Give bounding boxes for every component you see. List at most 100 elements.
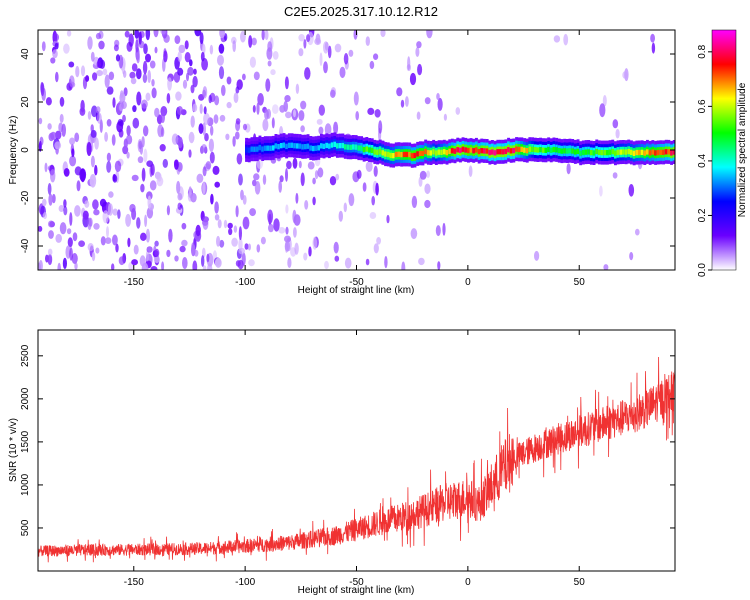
heatmap-noise-cell — [318, 126, 324, 135]
heatmap-noise-cell — [344, 257, 352, 269]
heatmap-noise-cell — [424, 199, 431, 209]
heatmap-noise-cell — [190, 115, 195, 128]
heatmap-ridge-cell — [477, 148, 481, 155]
heatmap-noise-cell — [615, 128, 620, 139]
heatmap-noise-cell — [333, 121, 339, 135]
heatmap-noise-cell — [216, 235, 221, 247]
colorbar-tick-label: 0.6 — [697, 99, 708, 113]
heatmap-noise-cell — [145, 30, 151, 41]
heatmap-noise-cell — [191, 244, 196, 257]
heatmap-noise-cell — [143, 43, 148, 55]
heatmap-noise-cell — [240, 31, 246, 43]
heatmap-ridge-cell — [432, 149, 436, 155]
heatmap-noise-cell — [219, 114, 226, 122]
heatmap-noise-cell — [226, 76, 232, 85]
heatmap-noise-cell — [284, 95, 291, 102]
heatmap-noise-cell — [97, 112, 102, 124]
heatmap-ridge-cell — [488, 149, 492, 156]
heatmap-ridge-cell — [384, 151, 387, 157]
heatmap-noise-cell — [174, 255, 179, 262]
heatmap-noise-cell — [314, 170, 319, 180]
heatmap-noise-cell — [303, 252, 308, 261]
heatmap-noise-cell — [612, 119, 619, 129]
heatmap-ridge-cell — [376, 149, 379, 155]
heatmap-ridge-cell — [266, 145, 270, 151]
heatmap-noise-cell — [112, 174, 118, 183]
heatmap-noise-cell — [285, 204, 289, 214]
heatmap-noise-cell — [293, 214, 301, 226]
heatmap-ridge-cell — [437, 149, 441, 155]
heatmap-noise-cell — [317, 167, 324, 178]
heatmap-ridge-cell — [656, 149, 660, 156]
heatmap-noise-cell — [285, 168, 288, 182]
heatmap-ridge-cell — [408, 151, 412, 158]
heatmap-noise-cell — [418, 257, 425, 266]
heatmap-noise-cell — [91, 251, 96, 262]
heatmap-ridge-cell — [344, 144, 347, 150]
heatmap-ridge-cell — [330, 142, 334, 148]
heatmap-ridge-cell — [499, 149, 502, 155]
heatmap-ridge-cell — [614, 150, 617, 156]
snr-x-tick-label: 50 — [574, 577, 586, 588]
heatmap-noise-cell — [437, 261, 441, 270]
heatmap-noise-cell — [179, 245, 186, 253]
heatmap-noise-cell — [217, 219, 222, 229]
heatmap-noise-cell — [85, 75, 90, 82]
heatmap-ridge-cell — [328, 143, 331, 149]
heatmap-ridge-cell — [509, 148, 513, 154]
heatmap-noise-cell — [293, 227, 297, 238]
heatmap-noise-cell — [196, 173, 204, 183]
heatmap-noise-cell — [126, 151, 130, 159]
heatmap-ridge-cell — [245, 147, 248, 153]
heatmap-noise-cell — [58, 205, 65, 212]
heatmap-noise-cell — [373, 243, 379, 254]
heatmap-noise-cell — [90, 129, 97, 138]
heatmap-noise-cell — [55, 233, 62, 243]
heatmap-noise-cell — [284, 76, 289, 90]
heatmap-noise-cell — [300, 125, 305, 133]
heatmap-ridge-cell — [312, 145, 315, 152]
heatmap-noise-cell — [343, 53, 349, 65]
heatmap-noise-cell — [367, 107, 375, 115]
heatmap-noise-cell — [38, 117, 43, 125]
heatmap-noise-cell — [599, 185, 603, 197]
heatmap-noise-cell — [271, 117, 275, 129]
heatmap-noise-cell — [107, 203, 113, 216]
heatmap-noise-cell — [278, 227, 286, 234]
heatmap-noise-cell — [106, 119, 112, 127]
heatmap-ridge-cell — [418, 150, 422, 156]
heatmap-noise-cell — [193, 68, 197, 75]
heatmap-noise-cell — [622, 71, 628, 79]
heatmap-noise-cell — [242, 123, 248, 131]
heatmap-noise-cell — [409, 72, 417, 86]
heatmap-ridge-cell — [584, 149, 588, 155]
heatmap-ridge-cell — [421, 150, 425, 156]
heatmap-noise-cell — [284, 240, 290, 252]
heatmap-y-tick-label: 0 — [20, 147, 31, 153]
heatmap-noise-cell — [95, 247, 100, 254]
heatmap-noise-cell — [89, 174, 97, 188]
heatmap-noise-cell — [141, 167, 146, 182]
heatmap-noise-cell — [236, 153, 243, 165]
heatmap-ridge-cell — [464, 147, 468, 153]
heatmap-noise-cell — [153, 30, 159, 38]
heatmap-noise-cell — [323, 41, 329, 54]
heatmap-ridge-cell — [638, 149, 641, 156]
heatmap-ridge-cell — [622, 149, 625, 155]
heatmap-noise-cell — [112, 208, 118, 216]
heatmap-noise-cell — [145, 92, 151, 102]
heatmap-noise-cell — [468, 165, 473, 177]
heatmap-ridge-cell — [627, 148, 631, 155]
heatmap-ridge-cell — [453, 148, 457, 154]
heatmap-noise-cell — [84, 200, 90, 208]
heatmap-noise-cell — [279, 105, 286, 113]
heatmap-noise-cell — [217, 54, 224, 66]
heatmap-noise-cell — [188, 149, 192, 158]
heatmap-noise-cell — [163, 34, 170, 43]
heatmap-noise-cell — [45, 97, 52, 106]
heatmap-ridge-cell — [357, 145, 361, 151]
heatmap-noise-cell — [63, 168, 70, 177]
heatmap-noise-cell — [187, 66, 194, 76]
heatmap-noise-cell — [202, 218, 209, 230]
heatmap-noise-cell — [69, 212, 73, 226]
